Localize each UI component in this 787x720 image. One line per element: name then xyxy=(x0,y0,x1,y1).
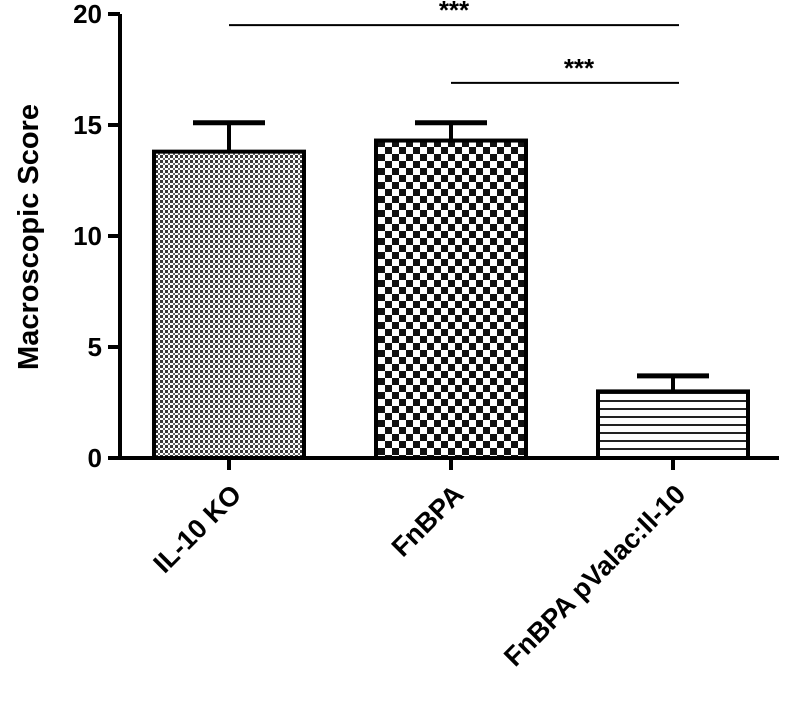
y-tick-label-10: 10 xyxy=(73,221,102,251)
significance-brackets: *** *** xyxy=(229,0,679,84)
y-axis: 0 5 10 15 20 xyxy=(73,0,122,473)
x-category-label-0: IL-10 KO xyxy=(148,479,248,579)
y-tick-label-15: 15 xyxy=(73,110,102,140)
significance-label-0: *** xyxy=(439,0,470,25)
bar-0 xyxy=(152,149,306,460)
x-category-label-1: FnBPA xyxy=(386,479,469,562)
bars xyxy=(152,120,750,460)
y-tick-label-5: 5 xyxy=(88,332,102,362)
bar-1 xyxy=(374,138,528,460)
x-category-label-2: FnBPA pValac:Il-10 xyxy=(498,479,691,672)
y-tick-label-0: 0 xyxy=(88,443,102,473)
y-axis-title: Macroscopic Score xyxy=(13,104,45,370)
bar-2 xyxy=(596,389,750,460)
y-tick-label-20: 20 xyxy=(73,0,102,29)
x-axis: IL-10 KO FnBPA FnBPA pValac:Il-10 xyxy=(120,456,779,672)
significance-label-1: *** xyxy=(564,53,595,83)
